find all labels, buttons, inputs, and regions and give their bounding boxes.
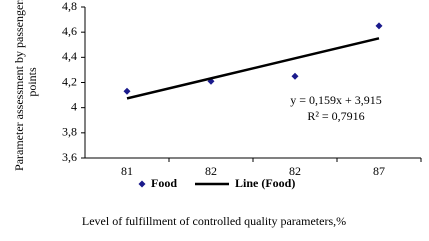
y-axis-title: Parameter assessment by passengers, xyxy=(12,0,26,171)
annotation: R² = 0,7916 xyxy=(307,109,364,123)
legend-label: Food xyxy=(151,176,177,190)
trend-line xyxy=(126,37,380,100)
x-axis-title: Level of fulfillment of controlled quali… xyxy=(82,214,346,228)
y-tick-label: 3,6 xyxy=(62,150,77,164)
data-point xyxy=(375,22,383,30)
x-tick-label: 82 xyxy=(289,164,301,178)
annotation: y = 0,159x + 3,915 xyxy=(290,93,382,107)
y-tick-label: 4 xyxy=(71,99,77,113)
x-tick-label: 81 xyxy=(121,164,133,178)
data-point xyxy=(291,72,299,80)
x-tick-label: 82 xyxy=(205,164,217,178)
data-point xyxy=(123,87,131,95)
y-tick-label: 4,6 xyxy=(62,24,77,38)
y-tick-label: 4,2 xyxy=(62,74,77,88)
x-tick-label: 87 xyxy=(373,164,385,178)
legend-label: Line (Food) xyxy=(235,176,295,190)
y-axis-title: points xyxy=(25,67,39,97)
legend-swatch xyxy=(138,180,146,188)
y-tick-label: 4,4 xyxy=(62,49,77,63)
y-tick-label: 3,8 xyxy=(62,125,77,139)
y-tick-label: 4,8 xyxy=(62,0,77,13)
